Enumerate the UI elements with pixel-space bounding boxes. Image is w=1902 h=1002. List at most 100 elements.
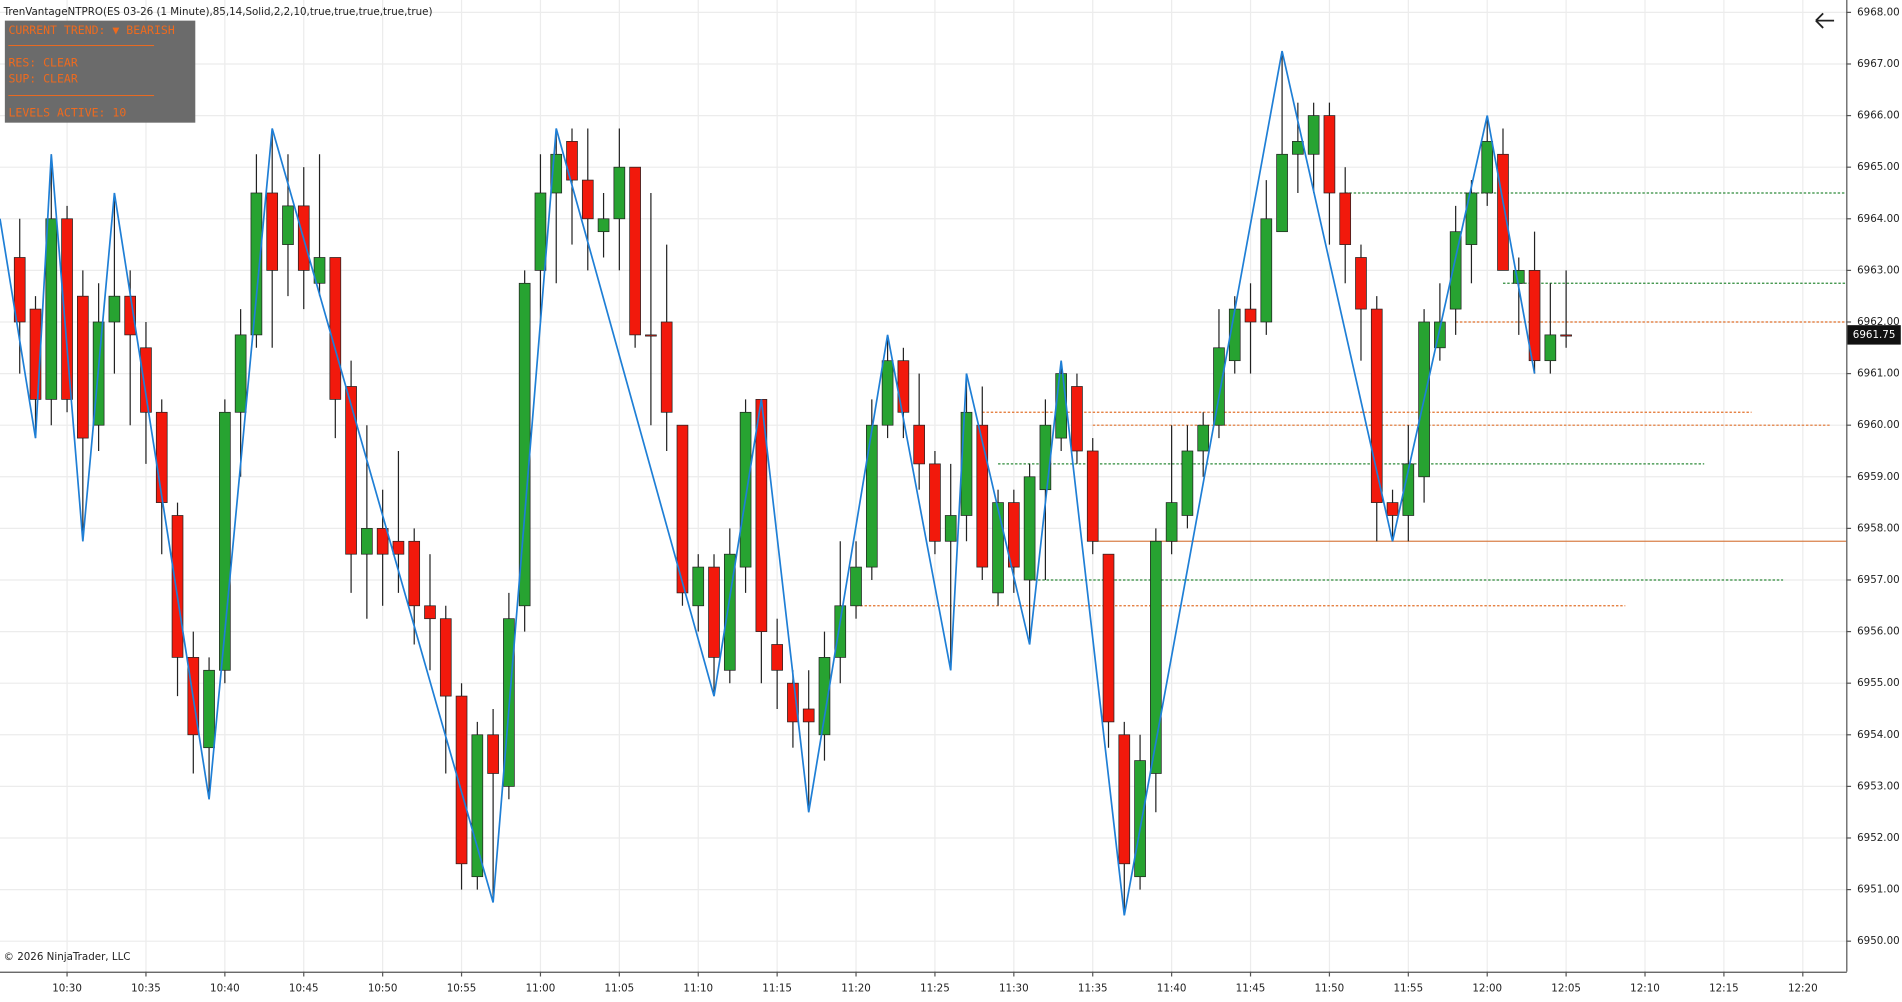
y-tick-label: 6966.00 (1857, 110, 1900, 122)
candle-body (960, 411, 973, 516)
zigzag-line (0, 50, 1536, 916)
candle-body (1276, 153, 1288, 233)
candle-body (392, 540, 405, 555)
x-tick-label: 11:20 (841, 983, 871, 995)
x-tick-label: 11:00 (526, 983, 556, 995)
x-tick-label: 11:10 (683, 983, 713, 995)
candle-body (1370, 308, 1383, 503)
candle-body (913, 424, 925, 465)
status-panel: CURRENT TREND: ▼ BEARISH ───────────────… (4, 20, 196, 123)
candle-body (818, 657, 831, 736)
x-tick-label: 11:40 (1157, 983, 1187, 995)
candle-body (361, 528, 373, 555)
candle-body (723, 553, 736, 671)
candle-body (424, 605, 436, 620)
candle-body (1339, 192, 1352, 245)
candle-body (1260, 218, 1273, 323)
x-tick-label: 10:30 (52, 983, 82, 995)
x-tick-label: 11:15 (762, 983, 792, 995)
back-arrow[interactable] (1815, 12, 1835, 29)
candle-body (692, 566, 705, 607)
axes: 6950.00 6951.00 6952.00 6953.00 6954.00 6955.… (52, 6, 1901, 995)
candle-body (77, 295, 89, 439)
candle-body (787, 682, 799, 723)
candle-body (1071, 386, 1083, 452)
candle-body (108, 295, 121, 323)
candle-body (1039, 424, 1052, 491)
candle-body (219, 411, 231, 671)
candle-body (203, 669, 215, 749)
candle-body (645, 334, 657, 337)
candle-body (1134, 760, 1146, 878)
candle-body (250, 192, 263, 336)
y-tick-label: 6959.00 (1857, 471, 1900, 483)
candle-body (140, 347, 152, 413)
y-tick-label: 6965.00 (1857, 161, 1900, 173)
y-tick-label: 6963.00 (1857, 264, 1900, 276)
candle-body (739, 411, 752, 568)
x-tick-label: 11:05 (605, 983, 635, 995)
candle-body (944, 515, 957, 542)
candle-body (1213, 347, 1225, 426)
candle-body (1292, 141, 1304, 155)
x-tick-label: 11:30 (999, 983, 1029, 995)
candle-body (13, 257, 26, 323)
y-tick-label: 6967.00 (1857, 58, 1900, 70)
candle-body (1102, 553, 1115, 723)
candle-body (1165, 502, 1178, 542)
candle-body (1386, 502, 1399, 516)
x-tick-label: 11:25 (920, 983, 950, 995)
candle-body (581, 179, 594, 220)
y-tick-label: 6960.00 (1857, 419, 1900, 431)
candle-body (660, 321, 673, 413)
x-tick-label: 10:55 (447, 983, 477, 995)
footer: © 2026 NinjaTrader, LLC (4, 951, 131, 963)
y-tick-label: 6962.00 (1857, 316, 1900, 328)
candle-body (802, 708, 815, 723)
candle-body (597, 218, 610, 233)
x-tick-label: 10:50 (368, 983, 398, 995)
candle-body (881, 360, 894, 426)
y-tick-label: 6950.00 (1857, 935, 1900, 947)
candle-body (313, 257, 326, 284)
x-tick-label: 12:05 (1551, 983, 1581, 995)
y-tick-label: 6953.00 (1857, 780, 1900, 792)
candle-body (534, 192, 547, 271)
candle-body (376, 528, 389, 555)
panel-line: ───────────────────── (7, 39, 155, 53)
candle-body (487, 734, 499, 774)
candle-body (471, 734, 484, 878)
y-tick-label: 6957.00 (1857, 574, 1900, 586)
candle-body (976, 424, 989, 568)
candle-body (171, 515, 184, 658)
y-tick-label: 6951.00 (1857, 884, 1900, 896)
last-price-label: 6961.75 (1853, 329, 1896, 341)
candle-body (1512, 270, 1525, 284)
candle-body (1181, 450, 1194, 516)
y-tick-label: 6952.00 (1857, 832, 1900, 844)
candle-body (45, 218, 58, 400)
x-tick-label: 11:35 (1078, 983, 1108, 995)
y-tick-label: 6964.00 (1857, 213, 1900, 225)
candle-body (897, 360, 910, 413)
x-tick-label: 11:55 (1393, 983, 1423, 995)
candle-body (850, 566, 862, 607)
panel-line: SUP: CLEAR (8, 71, 77, 85)
x-tick-label: 10:40 (210, 983, 240, 995)
panel-line: RES: CLEAR (8, 56, 77, 70)
y-tick-label: 6955.00 (1857, 677, 1900, 689)
panel-line: LEVELS ACTIVE: 10 (8, 105, 126, 119)
candle-body (266, 192, 279, 271)
last-price-box (1847, 325, 1901, 345)
candle-body (329, 257, 342, 400)
candle-body (929, 463, 941, 542)
candle-body (1528, 270, 1541, 362)
x-tick-label: 11:45 (1236, 983, 1266, 995)
candle-body (1449, 231, 1462, 310)
candle-body (1465, 192, 1478, 245)
overlay (0, 50, 1536, 916)
candle-body (439, 618, 452, 697)
candle-body (1118, 734, 1131, 865)
y-tick-label: 6968.00 (1857, 6, 1900, 18)
